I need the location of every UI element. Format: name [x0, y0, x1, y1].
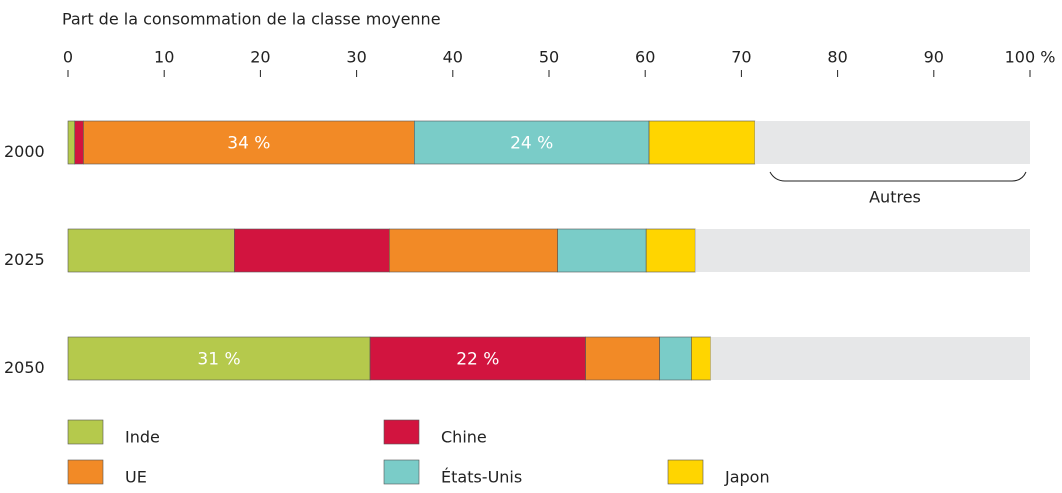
bar-segment [83, 120, 415, 165]
bracket [769, 171, 1027, 182]
legend-swatch [67, 419, 104, 445]
x-tick-label: 60 [635, 48, 655, 67]
legend-label: États-Unis [441, 468, 522, 487]
bar-segment [74, 120, 84, 165]
bar-segment [389, 228, 558, 273]
value-label: 24 % [510, 134, 553, 154]
category-label: 2050 [4, 358, 45, 377]
bar-segment [648, 120, 756, 165]
bar-segment [67, 120, 76, 165]
bar-segment [710, 337, 1030, 380]
bar-segment [67, 336, 371, 381]
bar-segment [645, 228, 696, 273]
x-tick-label: 50 [539, 48, 559, 67]
legend-label: Chine [441, 428, 487, 447]
bar-segment [585, 336, 660, 381]
x-tick-label: 90 [924, 48, 944, 67]
legend-swatch [67, 459, 104, 485]
bar-segment [234, 228, 390, 273]
bar-segment [369, 336, 586, 381]
category-label: 2000 [4, 142, 45, 161]
x-tick-label: 20 [250, 48, 270, 67]
bar-segment [695, 229, 1030, 272]
legend-swatch [667, 459, 704, 485]
bar-segment [754, 121, 1030, 164]
value-label: 34 % [227, 134, 270, 154]
legend-label: UE [125, 468, 147, 487]
bar-segment [691, 336, 711, 381]
bar-segment [557, 228, 647, 273]
x-tick-label: 10 [154, 48, 174, 67]
x-tick-label: 70 [731, 48, 751, 67]
bar-segment [659, 336, 692, 381]
legend-swatch [383, 459, 420, 485]
annotation: Autres [869, 188, 921, 207]
value-label: 22 % [456, 350, 499, 370]
x-tick-label: 80 [827, 48, 847, 67]
axis-title: Part de la consommation de la classe moy… [62, 10, 441, 29]
bar-segment [67, 228, 235, 273]
category-label: 2025 [4, 250, 45, 269]
x-tick-label: 0 [63, 48, 73, 67]
legend-label: Japon [724, 468, 770, 487]
x-tick-label: 30 [346, 48, 366, 67]
x-tick-label: 100 % [1005, 48, 1056, 67]
x-tick-label: 40 [443, 48, 463, 67]
bar-segment [414, 120, 650, 165]
legend-label: Inde [125, 428, 160, 447]
value-label: 31 % [197, 350, 240, 370]
legend-swatch [383, 419, 420, 445]
